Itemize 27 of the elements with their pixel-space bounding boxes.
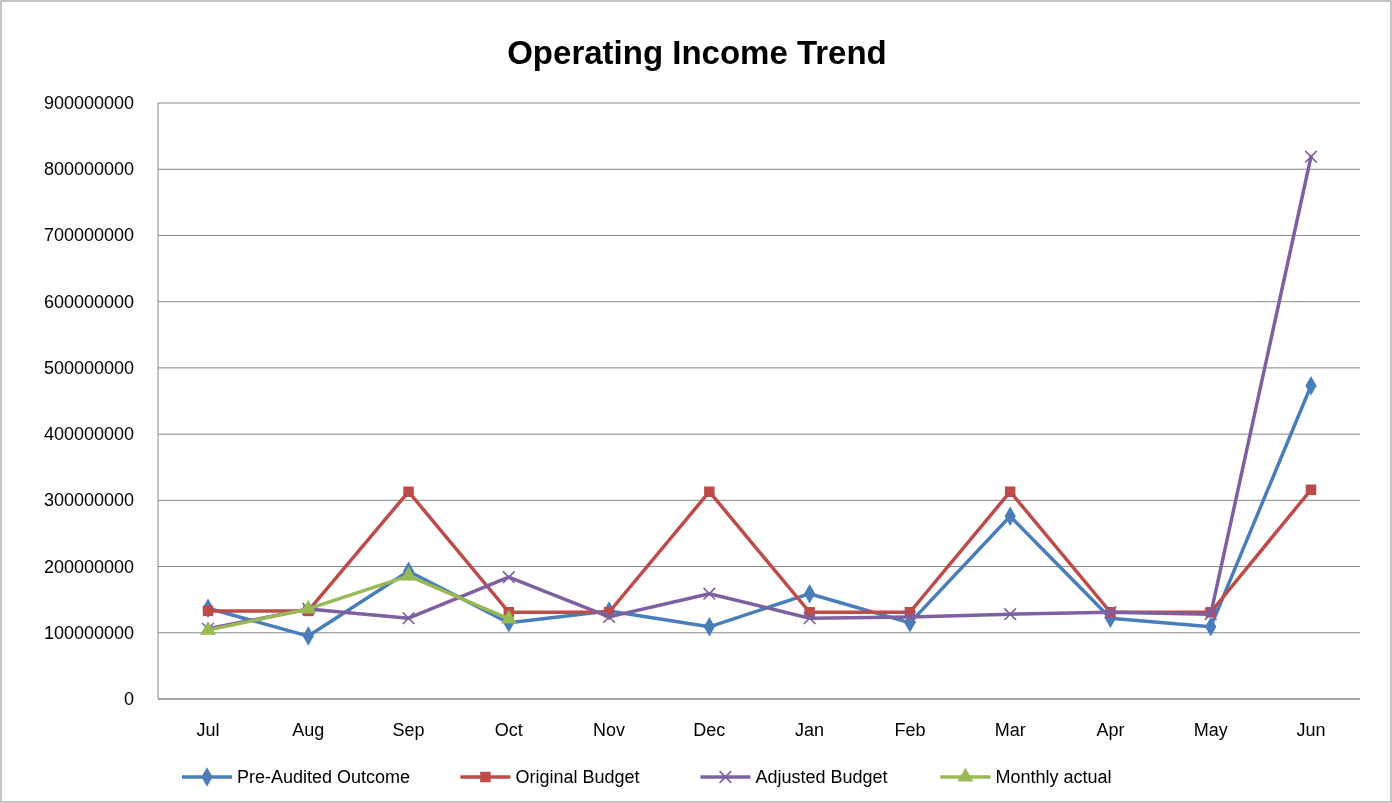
y-tick-label: 300000000 [43,490,134,511]
y-tick-label: 600000000 [43,291,134,312]
x-tick-label: Nov [593,720,626,740]
y-tick-label: 100000000 [43,622,134,643]
chart-title: Operating Income Trend [507,34,887,71]
x-tick-label: Oct [494,720,523,740]
x-tick-label: Jan [795,720,825,740]
legend-label: Pre-Audited Outcome [237,767,411,787]
x-tick-label: Apr [1096,720,1125,740]
legend-label: Monthly actual [995,767,1112,787]
x-tick-label: Mar [994,720,1026,740]
legend-label: Original Budget [515,767,640,787]
y-tick-label: 900000000 [43,93,134,113]
y-tick-label: 500000000 [43,357,134,378]
x-tick-label: Dec [693,720,726,740]
x-tick-label: Aug [292,720,325,740]
x-tick-label: Jun [1296,720,1326,740]
x-tick-label: May [1193,720,1228,740]
x-tick-label: Jul [196,720,220,740]
y-tick-label: 200000000 [43,556,134,577]
y-tick-label: 800000000 [43,159,134,180]
y-tick-label: 0 [123,689,134,709]
y-tick-label: 700000000 [43,225,134,246]
x-tick-label: Sep [392,720,425,740]
legend-label: Adjusted Budget [755,767,888,787]
x-tick-label: Feb [894,720,926,740]
y-tick-label: 400000000 [43,424,134,445]
